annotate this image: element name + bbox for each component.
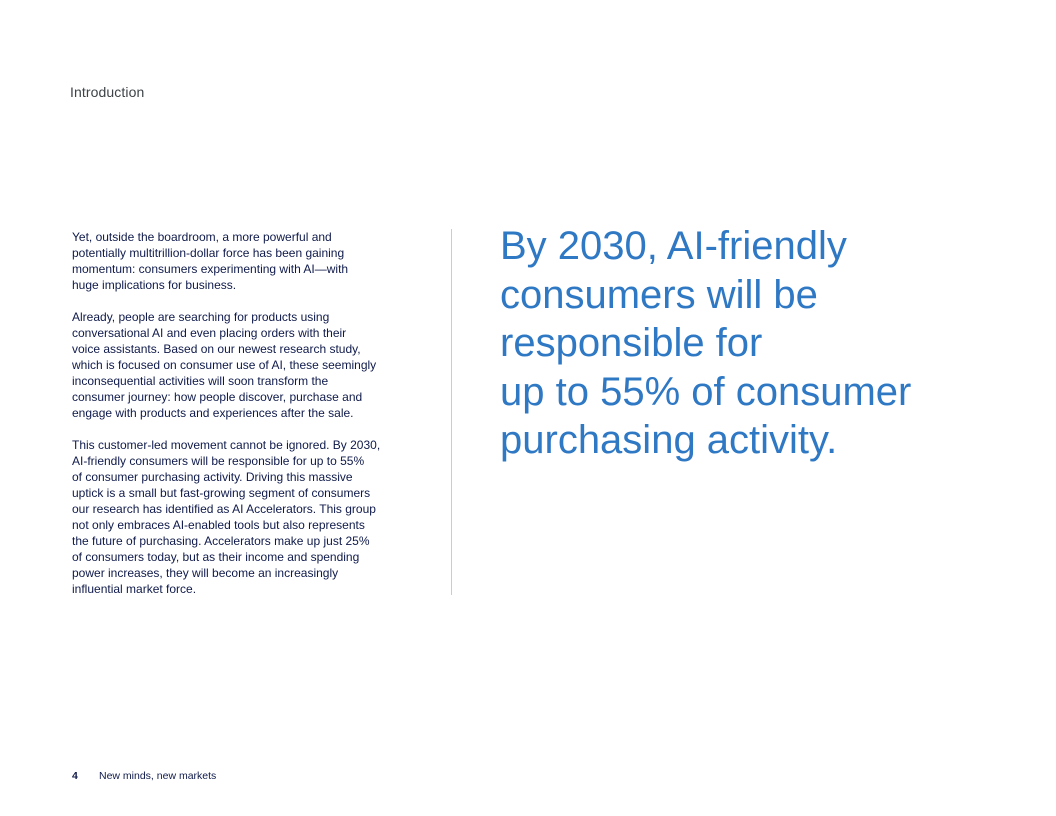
body-paragraph-3: This customer-led movement cannot be ign…	[72, 438, 381, 596]
column-divider	[451, 229, 452, 595]
body-text-column: Yet, outside the boardroom, a more power…	[72, 229, 412, 613]
body-paragraph-2: Already, people are searching for produc…	[72, 310, 377, 420]
publication-title: New minds, new markets	[99, 770, 217, 782]
page-number: 4	[72, 770, 78, 782]
body-paragraph-1: Yet, outside the boardroom, a more power…	[72, 230, 349, 292]
pull-quote: By 2030, AI-friendly consumers will be r…	[500, 224, 912, 462]
page-footer: 4 New minds, new markets	[72, 770, 216, 782]
section-label: Introduction	[70, 84, 145, 100]
